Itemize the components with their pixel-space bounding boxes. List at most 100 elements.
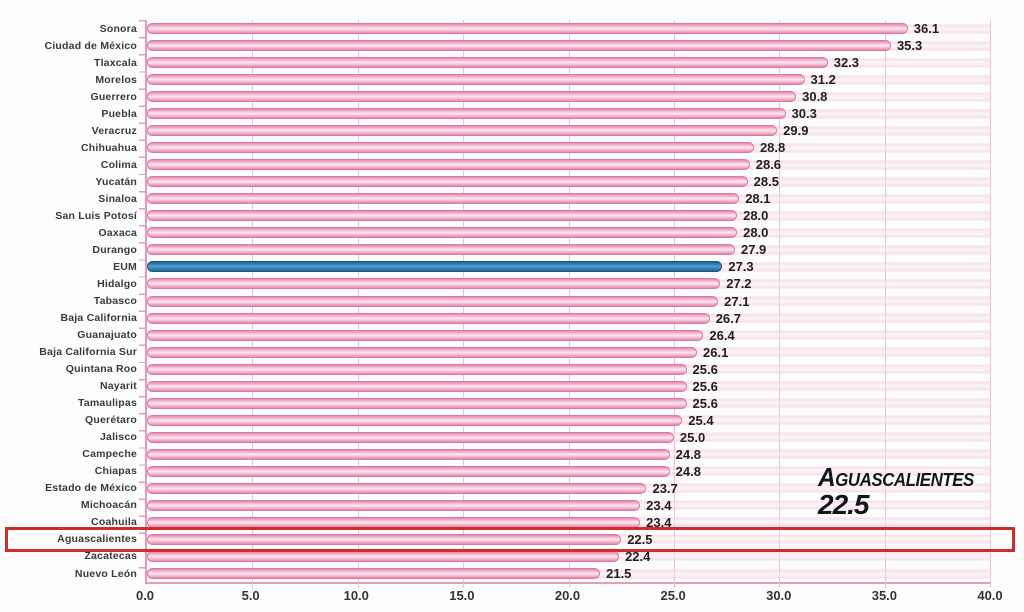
bar — [147, 380, 687, 392]
bar-row: Baja California Sur 26.1 — [39, 344, 990, 361]
bar-row: Guerrero 30.8 — [90, 88, 990, 105]
bar — [147, 227, 738, 239]
value-label: 25.6 — [692, 395, 718, 411]
value-label: 28.8 — [759, 140, 786, 156]
bar — [147, 346, 698, 358]
y-axis-ticks — [139, 20, 145, 582]
category-label: Campeche — [82, 448, 137, 461]
annotation-state-name: Aguascalientes — [818, 462, 974, 492]
bar — [147, 210, 738, 222]
category-label: Baja California — [60, 312, 137, 325]
bar-row: Michoacán 23.4 — [81, 497, 990, 514]
bar-row: Quintana Roo 25.6 — [66, 361, 990, 378]
category-label: Yucatán — [95, 175, 137, 188]
bar — [147, 91, 797, 103]
bar-row: Tabasco 27.1 — [94, 293, 990, 310]
bar — [147, 414, 683, 426]
value-label: 27.3 — [728, 259, 754, 275]
eum-bar — [147, 261, 723, 273]
bar-row: Veracruz 29.9 — [92, 122, 990, 139]
category-label: Hidalgo — [97, 277, 137, 290]
bar — [147, 193, 740, 205]
value-label: 28.0 — [743, 208, 769, 224]
bar-rows: Sonora 36.1 Ciudad de México 35.3 Tlaxcala 32… — [5, 20, 1015, 582]
value-label: 26.1 — [703, 344, 729, 360]
category-label: Zacatecas — [84, 550, 137, 563]
value-label: 35.3 — [896, 38, 923, 54]
bar-row: Guanajuato 26.4 — [77, 327, 990, 344]
value-label: 25.6 — [692, 378, 718, 394]
bar — [147, 499, 641, 511]
value-label: 30.3 — [791, 106, 817, 122]
category-label: Veracruz — [91, 124, 137, 137]
bar-row: Nuevo León 21.5 — [75, 565, 990, 582]
x-axis-label: 30.0 — [766, 588, 792, 603]
value-label: 23.7 — [652, 480, 678, 496]
category-label: Guerrero — [90, 90, 137, 103]
x-axis-label: 35.0 — [871, 588, 898, 603]
bar-row: Yucatán 28.5 — [95, 173, 990, 190]
category-label: Nuevo León — [74, 567, 137, 580]
bar-row: Durango 27.9 — [92, 241, 990, 258]
category-label: Oaxaca — [98, 226, 137, 239]
bar-row: Chiapas 24.8 — [95, 463, 990, 480]
bar — [147, 23, 908, 35]
category-label: Sonora — [99, 22, 137, 35]
value-label: 25.6 — [692, 361, 718, 377]
bar — [147, 363, 687, 375]
value-label: 28.1 — [745, 191, 771, 207]
value-label: 24.8 — [675, 463, 701, 479]
bar — [147, 568, 601, 580]
category-label: Puebla — [101, 107, 137, 120]
bar-row: Estado de México 23.7 — [45, 480, 990, 497]
bar — [147, 108, 786, 120]
bar-row: Campeche 24.8 — [82, 446, 990, 463]
category-label: Tamaulipas — [78, 397, 137, 410]
bar — [147, 244, 735, 256]
value-label: 28.5 — [753, 174, 779, 190]
category-label: Coahuila — [91, 516, 137, 529]
category-label: Chiapas — [94, 465, 137, 478]
bar — [147, 533, 622, 545]
x-axis-label: 10.0 — [343, 588, 369, 603]
category-label: Sinaloa — [98, 192, 137, 205]
bar-row: Nayarit 25.6 — [100, 378, 990, 395]
value-label: 28.0 — [743, 225, 769, 241]
bar-row: Colima 28.6 — [101, 156, 990, 173]
annotation-value: 22.5 — [818, 488, 869, 520]
x-axis-label: 5.0 — [241, 588, 260, 603]
bar-row: Puebla 30.3 — [101, 105, 990, 122]
category-label: Chihuahua — [80, 141, 137, 154]
value-label: 26.7 — [715, 310, 741, 326]
category-label: Tlaxcala — [93, 56, 137, 69]
bar — [147, 125, 778, 137]
value-label: 23.4 — [646, 497, 672, 513]
bar — [147, 159, 750, 171]
bar — [147, 40, 891, 52]
value-label: 29.9 — [783, 123, 809, 139]
x-axis-label: 15.0 — [449, 588, 475, 603]
bar — [147, 295, 719, 307]
bar — [147, 74, 805, 86]
bar-row: Chihuahua 28.8 — [81, 139, 990, 156]
value-label: 22.4 — [625, 548, 651, 564]
category-label: Estado de México — [45, 482, 137, 495]
category-label: Michoacán — [80, 499, 137, 512]
category-label: Guanajuato — [77, 329, 137, 342]
category-label: Aguascalientes — [57, 533, 137, 546]
value-label: 28.6 — [755, 157, 782, 173]
bar-row: Baja California 26.7 — [60, 310, 990, 327]
category-label: San Luis Potosí — [55, 209, 137, 222]
category-label: Durango — [92, 243, 137, 256]
bar-row: Tlaxcala 32.3 — [94, 54, 990, 71]
bar-row: Sinaloa 28.1 — [98, 190, 990, 207]
bar — [147, 142, 754, 154]
bar — [147, 465, 670, 477]
x-axis-label: 20.0 — [554, 588, 581, 603]
x-axis-label: 40.0 — [977, 588, 1003, 603]
bar — [147, 312, 710, 324]
bar-row: Morelos 31.2 — [95, 71, 990, 88]
category-label: Morelos — [95, 73, 137, 86]
value-label: 22.5 — [627, 531, 653, 547]
